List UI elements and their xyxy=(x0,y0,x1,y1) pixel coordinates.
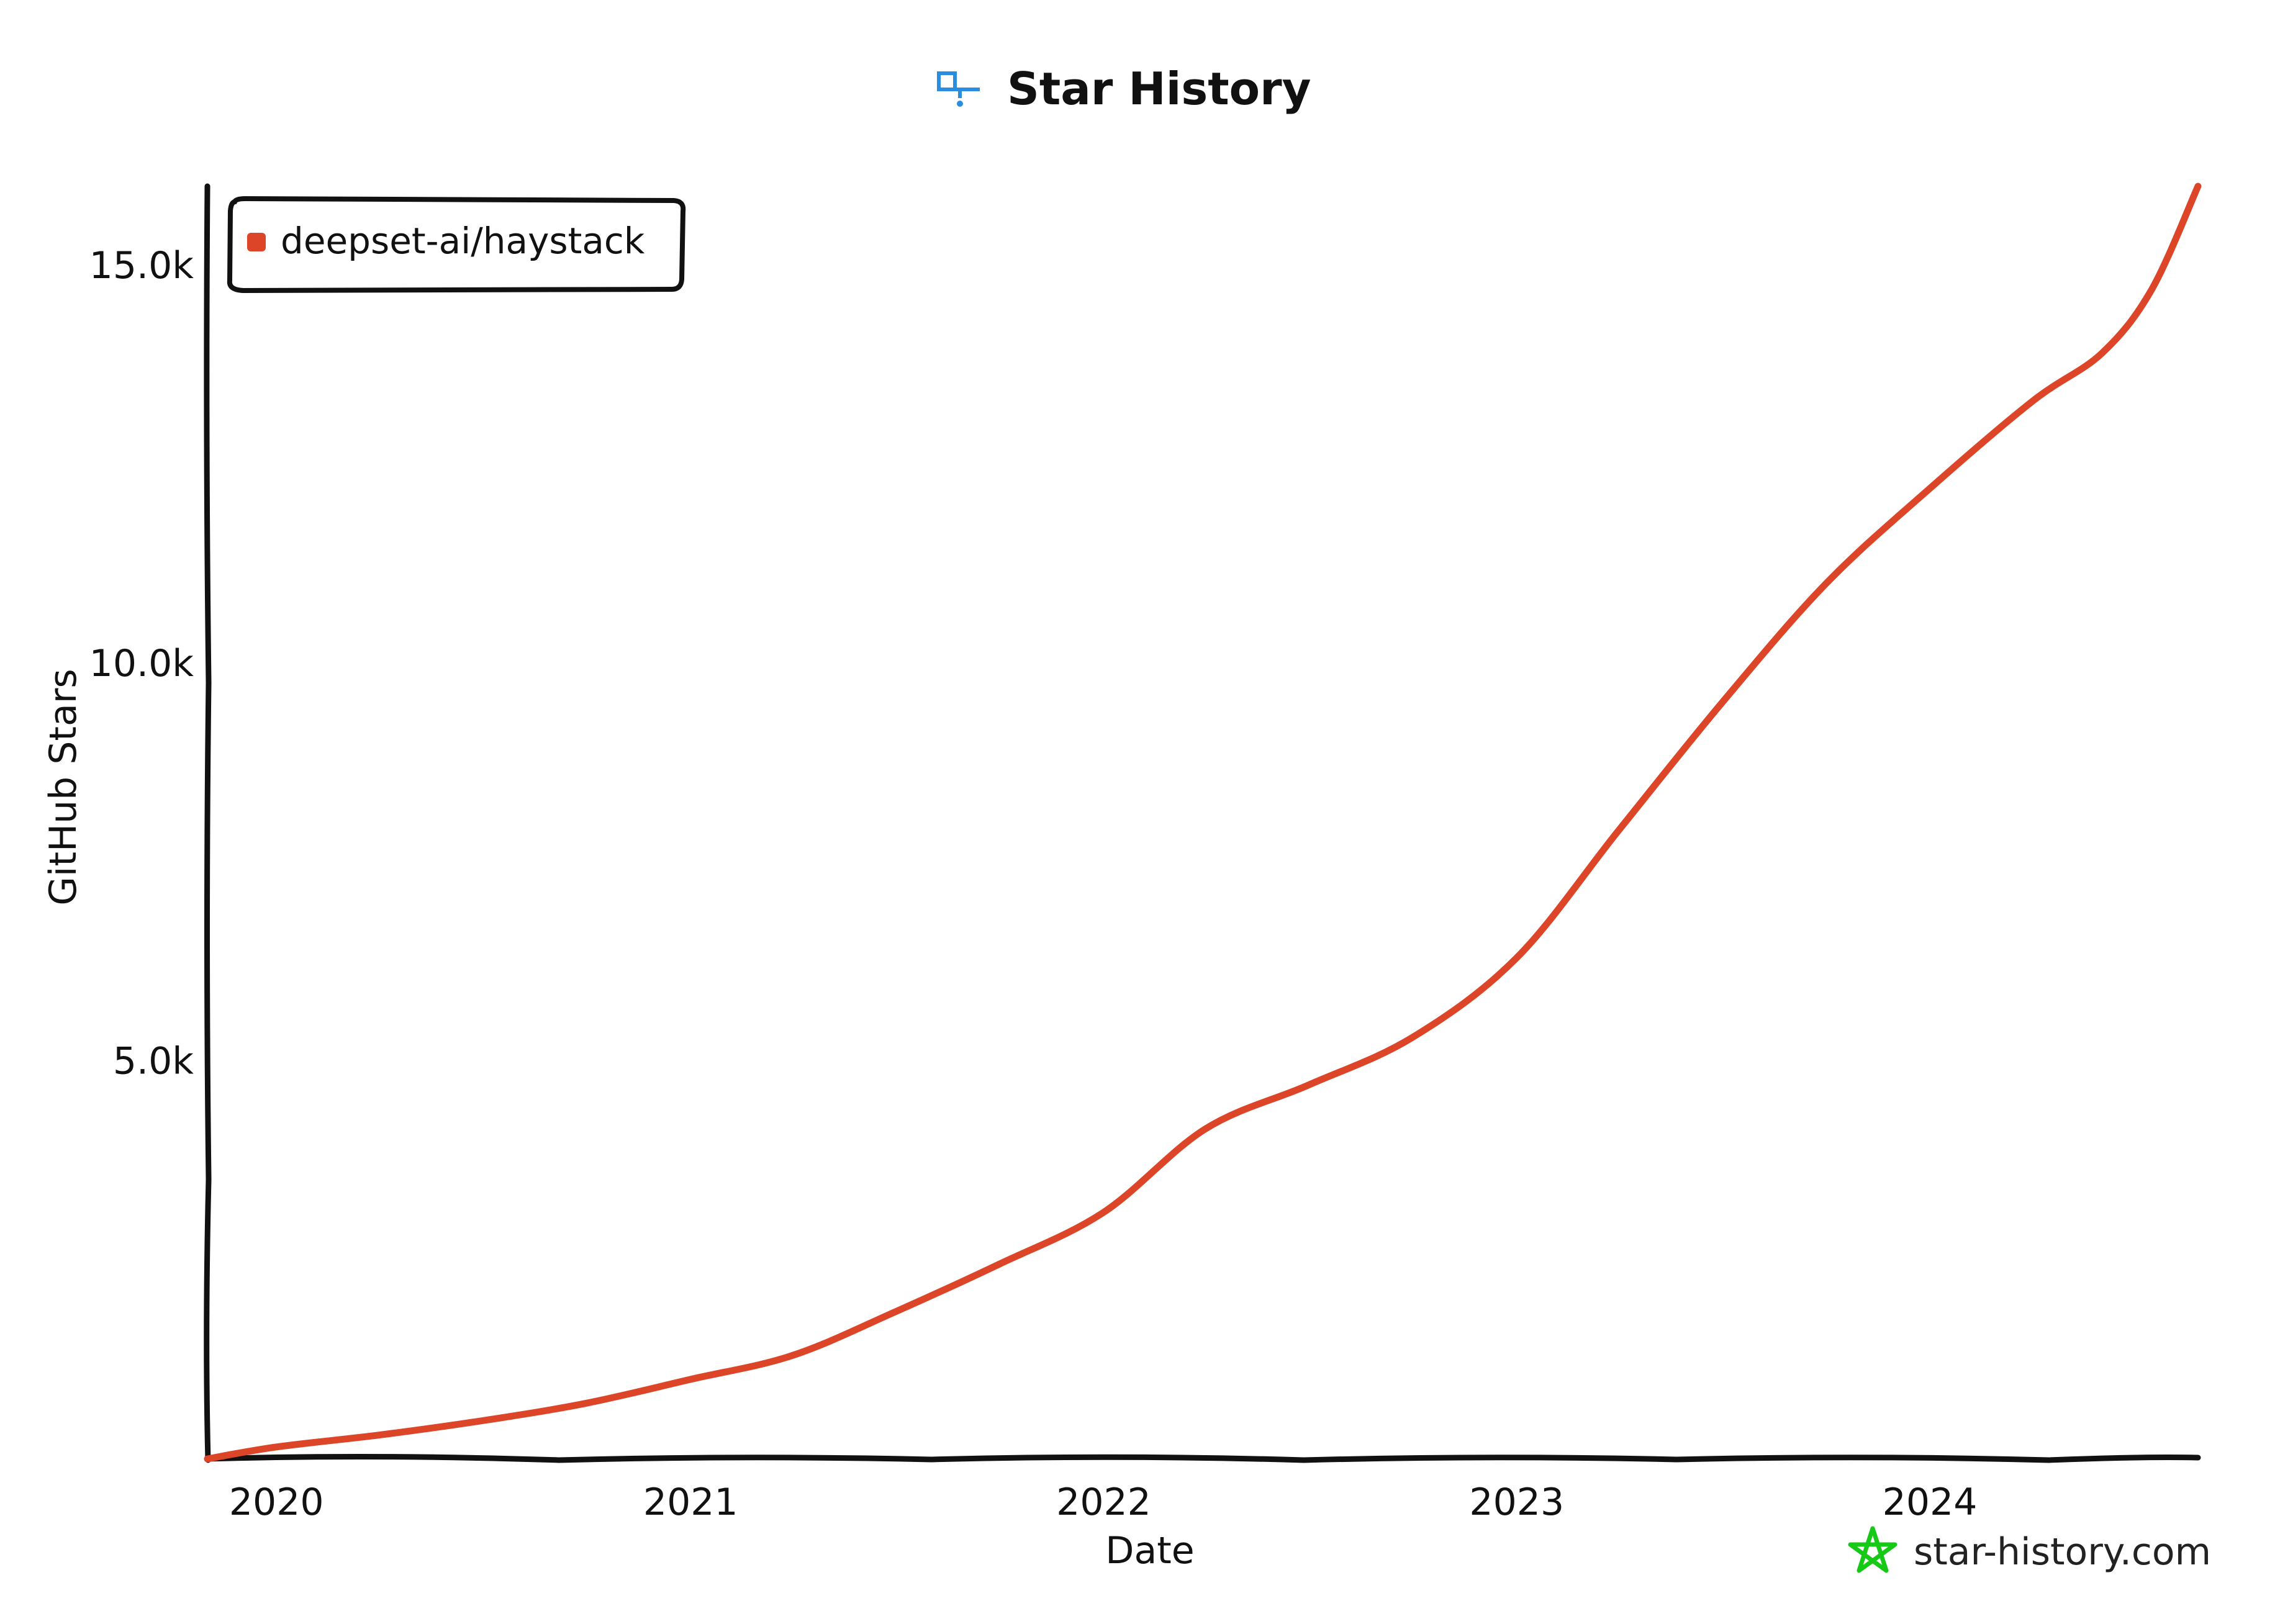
legend-label: deepset-ai/haystack xyxy=(281,220,645,262)
y-tick-label: 15.0k xyxy=(89,244,194,287)
x-tick-label: 2024 xyxy=(1883,1481,1978,1524)
x-tick-label: 2023 xyxy=(1469,1481,1564,1524)
x-tick-label: 2021 xyxy=(643,1481,738,1524)
star-icon xyxy=(1848,1526,1897,1573)
legend-box xyxy=(227,196,686,294)
y-tick-label: 5.0k xyxy=(113,1039,194,1083)
x-tick-label: 2020 xyxy=(229,1481,324,1524)
y-axis-line xyxy=(204,183,212,1463)
watermark-text: star-history.com xyxy=(1914,1530,2211,1574)
legend-swatch xyxy=(247,233,266,251)
x-axis-ticks: 2020 2021 2022 2023 2024 xyxy=(229,1481,1978,1524)
star-history-logo-icon xyxy=(937,71,980,107)
x-tick-label: 2022 xyxy=(1056,1481,1151,1524)
x-axis-label: Date xyxy=(1105,1529,1194,1572)
x-axis-line xyxy=(204,1453,2201,1463)
series-line-deepset-ai-haystack xyxy=(204,183,2202,1463)
y-tick-label: 10.0k xyxy=(89,642,194,685)
chart-title: Star History xyxy=(1007,63,1311,115)
y-axis-label: GitHub Stars xyxy=(42,669,85,905)
y-axis-ticks: 5.0k 10.0k 15.0k xyxy=(89,244,194,1083)
legend: deepset-ai/haystack xyxy=(227,196,686,294)
